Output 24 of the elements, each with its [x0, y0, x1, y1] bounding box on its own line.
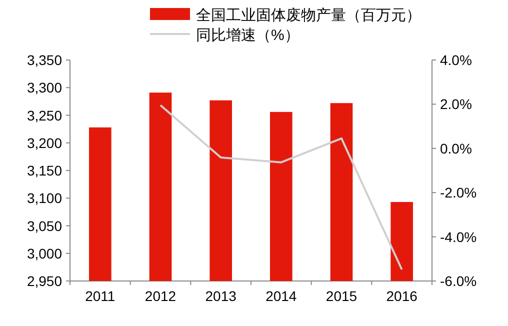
legend-label: 全国工业固体废物产量（百万元）: [196, 7, 421, 24]
x-tick-label: 2016: [386, 288, 418, 304]
line-series: [160, 104, 403, 271]
y2-tick-label: 0.0%: [440, 140, 472, 156]
x-tick-label: 2012: [144, 288, 176, 304]
y-tick-label: 3,000: [26, 245, 62, 262]
y-tick-label: 3,250: [26, 107, 62, 124]
y-tick-label: 3,050: [26, 218, 62, 234]
y2-tick-label: -4.0%: [440, 228, 477, 245]
y-tick-label: 3,350: [26, 52, 62, 68]
x-tick-label: 2013: [205, 288, 237, 304]
y-tick-label: 2,950: [26, 273, 62, 289]
y-tick-label: 3,300: [26, 80, 62, 96]
y2-tick-label: -2.0%: [440, 184, 477, 201]
y2-tick-label: -6.0%: [440, 273, 477, 289]
x-tick-label: 2011: [85, 288, 116, 304]
x-tick-label: 2014: [266, 288, 297, 304]
y2-tick-label: 4.0%: [440, 52, 472, 68]
y-tick-label: 3,100: [26, 190, 62, 206]
y-tick-label: 3,150: [26, 162, 62, 178]
legend-label: 同比增速（%）: [196, 27, 300, 44]
y-tick-label: 3,200: [26, 134, 62, 151]
y2-tick-label: 2.0%: [440, 96, 472, 112]
x-tick-label: 2015: [326, 288, 358, 304]
